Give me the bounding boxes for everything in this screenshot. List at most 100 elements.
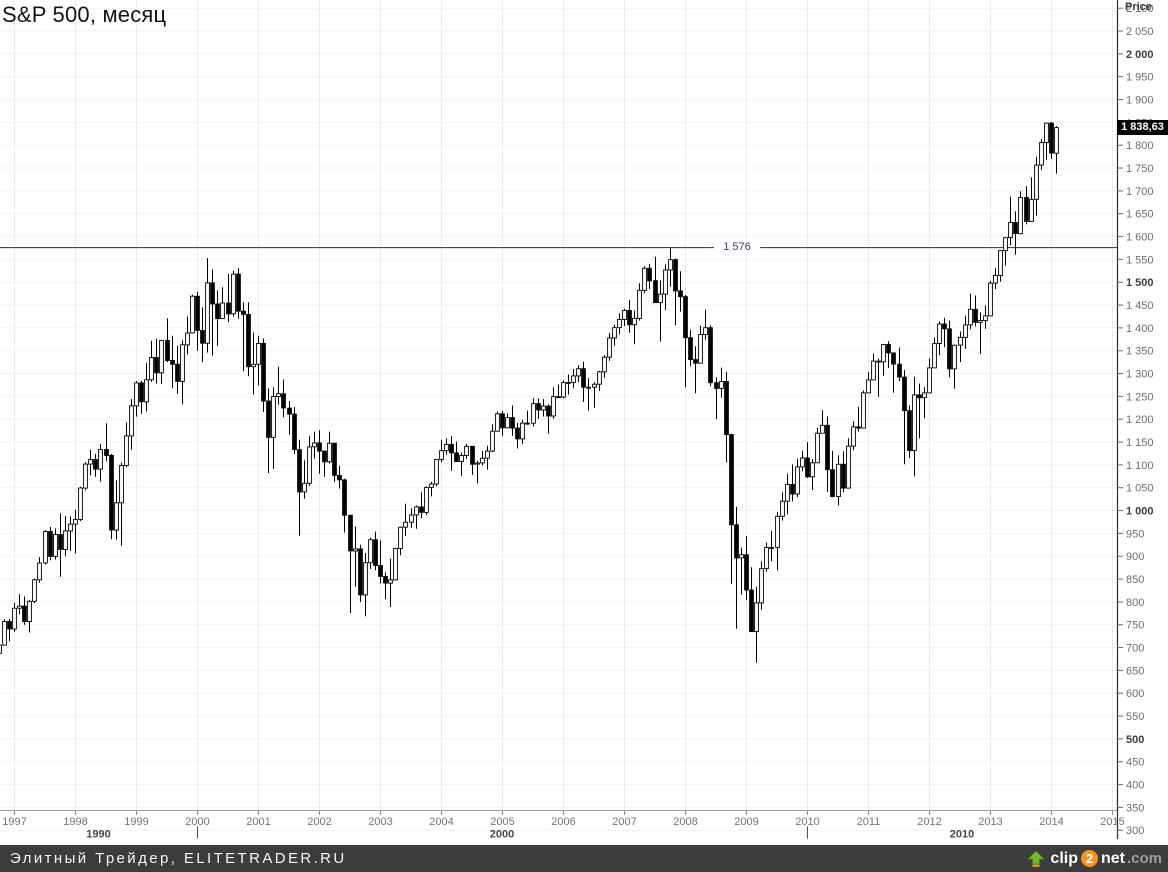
- candle-body: [561, 382, 566, 398]
- candle-body: [261, 342, 266, 402]
- candle-body: [32, 579, 37, 602]
- candle-body: [1013, 222, 1018, 235]
- candle-body: [276, 393, 281, 398]
- candle-body: [104, 449, 109, 456]
- candle-body: [368, 539, 373, 564]
- candle-body: [444, 443, 449, 452]
- candle-body: [53, 534, 58, 557]
- x-tick-label: 2005: [490, 816, 514, 828]
- candle-body: [165, 339, 170, 361]
- candle-body: [353, 548, 358, 552]
- candle-body: [485, 450, 490, 459]
- decade-row: 1990 2000 2010: [86, 826, 974, 841]
- grid-horizontal: [0, 7, 1117, 831]
- candle-body: [93, 459, 98, 470]
- candle-body: [373, 539, 378, 566]
- candle-body: [470, 445, 475, 465]
- candle-body: [317, 442, 322, 452]
- candle-body: [297, 449, 302, 493]
- candle-body: [17, 605, 22, 609]
- candle-body: [7, 621, 12, 630]
- candle-body: [180, 344, 185, 382]
- candle-body: [632, 317, 637, 326]
- candle-body: [281, 393, 286, 409]
- candle-body: [205, 282, 210, 344]
- candle-body: [937, 323, 942, 344]
- candle-body: [78, 487, 83, 520]
- candle-body: [998, 250, 1003, 276]
- candle-body: [43, 530, 48, 564]
- y-tick-label: 1 100: [1126, 460, 1154, 472]
- candle-body: [129, 405, 134, 437]
- candle-body: [342, 479, 347, 516]
- candle-body: [63, 530, 68, 550]
- candle-body: [241, 310, 246, 315]
- candle-body: [403, 521, 408, 528]
- candle-body: [815, 432, 820, 464]
- candle-body: [866, 379, 871, 394]
- candle-body: [332, 442, 337, 476]
- y-tick-label: 450: [1126, 757, 1144, 769]
- y-tick-label: 600: [1126, 688, 1144, 700]
- candle-body: [109, 454, 114, 531]
- candle-body: [820, 424, 825, 434]
- x-tick-label: 2010: [795, 816, 819, 828]
- candle-body: [658, 293, 663, 304]
- candle-body: [246, 314, 251, 368]
- watermark-text-net: net: [1100, 849, 1125, 867]
- candle-body: [673, 259, 678, 292]
- candle-body: [358, 548, 363, 596]
- y-tick-label: 500: [1126, 734, 1144, 746]
- candle-body: [490, 430, 495, 452]
- candle-body: [302, 482, 307, 493]
- candle-body: [932, 343, 937, 369]
- x-tick-label: 1998: [63, 816, 87, 828]
- candle-body: [1018, 196, 1023, 235]
- candle-body: [719, 380, 724, 389]
- candle-body: [754, 602, 759, 633]
- candle-body: [627, 309, 632, 326]
- candle-body: [739, 554, 744, 559]
- y-tick-label: 750: [1126, 620, 1144, 632]
- candle-body: [251, 363, 256, 368]
- candle-body: [58, 534, 63, 550]
- candle-body: [266, 400, 271, 438]
- candle-body: [464, 445, 469, 456]
- candle-body: [1039, 142, 1044, 166]
- x-tick-label: 2007: [612, 816, 636, 828]
- candle-body: [414, 506, 419, 516]
- candle-body: [790, 484, 795, 495]
- x-tick-label: 2013: [978, 816, 1002, 828]
- watermark-text-com: .com: [1126, 850, 1162, 867]
- x-tick-label: 2004: [429, 816, 453, 828]
- y-tick-label: 850: [1126, 574, 1144, 586]
- candle-body: [37, 562, 42, 581]
- x-tick-label: 2003: [368, 816, 392, 828]
- y-tick-label: 1 400: [1126, 323, 1154, 335]
- candle-body: [978, 320, 983, 323]
- candles-layer: [0, 122, 1059, 663]
- y-tick-label: 1 150: [1126, 437, 1154, 449]
- y-tick-label: 1 700: [1126, 186, 1154, 198]
- candle-body: [698, 334, 703, 364]
- candle-body: [170, 360, 175, 365]
- candle-body: [993, 275, 998, 284]
- y-tick-label: 1 050: [1126, 483, 1154, 495]
- candle-body: [500, 413, 505, 429]
- candle-body: [495, 413, 500, 432]
- y-tick-label: 1 650: [1126, 209, 1154, 221]
- candle-body: [942, 323, 947, 330]
- candle-body: [775, 515, 780, 548]
- candle-body: [190, 295, 195, 334]
- candle-body: [927, 367, 932, 394]
- x-axis-ticks: 1997 1998 1999 2000 2001 2002 2003 2004 2005 2006…: [2, 810, 1125, 828]
- candle-body: [795, 466, 800, 495]
- candle-body: [663, 269, 668, 295]
- candle-body: [668, 259, 673, 271]
- y-tick-label: 1 300: [1126, 369, 1154, 381]
- candle-body: [805, 457, 810, 478]
- y-tick-label: 1 350: [1126, 346, 1154, 358]
- candle-body: [1054, 127, 1059, 154]
- candle-body: [678, 290, 683, 298]
- candle-body: [881, 344, 886, 363]
